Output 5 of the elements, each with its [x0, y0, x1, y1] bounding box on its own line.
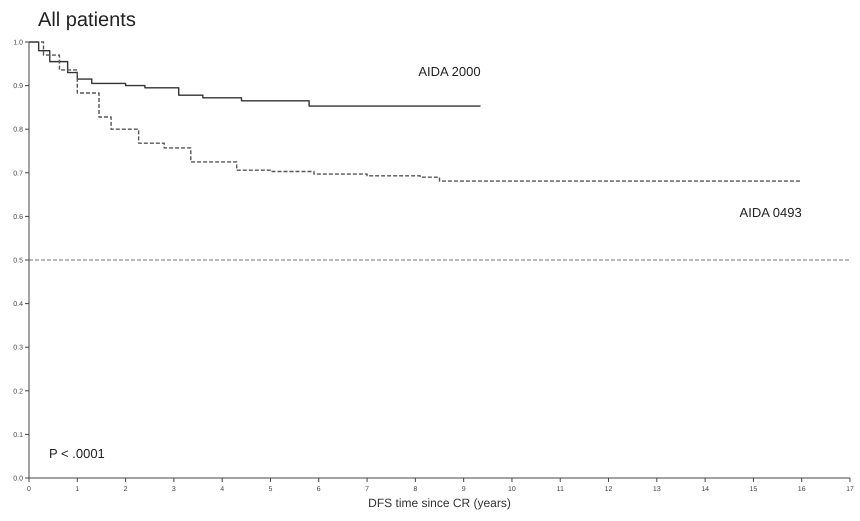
series-label: AIDA 0493 — [740, 205, 802, 220]
chart-title: All patients — [38, 9, 136, 31]
text: AIDA 2000 — [418, 64, 481, 80]
x-axis-title: DFS time since CR (years) — [368, 496, 511, 510]
annotation: P < .0001 — [49, 446, 105, 461]
